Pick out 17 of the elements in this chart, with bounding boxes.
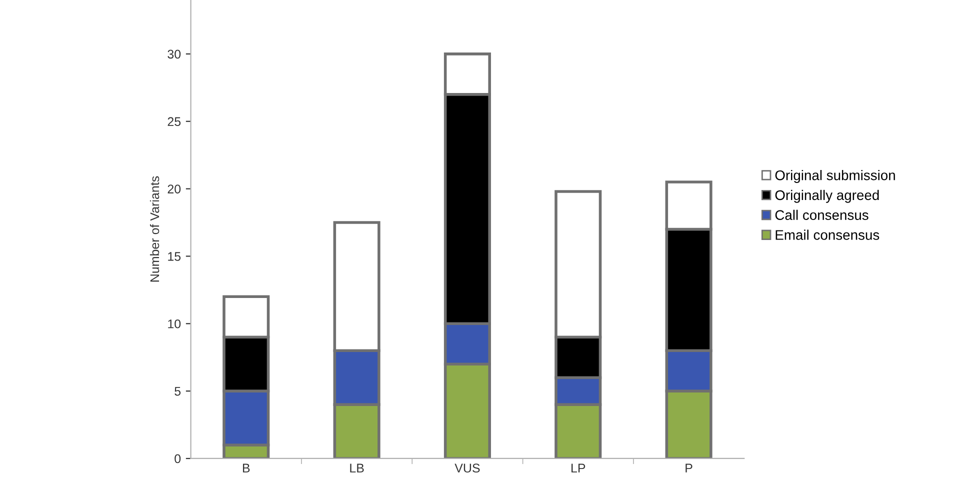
x-tick-label: VUS	[454, 464, 480, 473]
x-tick-label: B	[242, 464, 250, 472]
y-tick-label: 0	[174, 454, 181, 464]
y-tick-label: 20	[168, 184, 181, 194]
y-tick-label: 15	[168, 252, 181, 261]
legend-label: Original submission	[775, 170, 895, 183]
legend-label: Email consensus	[776, 230, 880, 240]
legend-label: Originally agreed	[775, 190, 879, 203]
y-tick-label: 25	[168, 117, 181, 126]
y-tick-label: 5	[174, 386, 181, 396]
x-tick-label: LP	[572, 464, 586, 472]
x-tick-label: LB	[350, 464, 364, 472]
y-tick-label: 30	[168, 50, 181, 59]
legend-label: Call consensus	[775, 210, 868, 220]
x-tick-label: P	[686, 464, 692, 472]
y-tick-label: 10	[168, 319, 181, 328]
y-axis-title: Number of Variants	[150, 176, 160, 282]
